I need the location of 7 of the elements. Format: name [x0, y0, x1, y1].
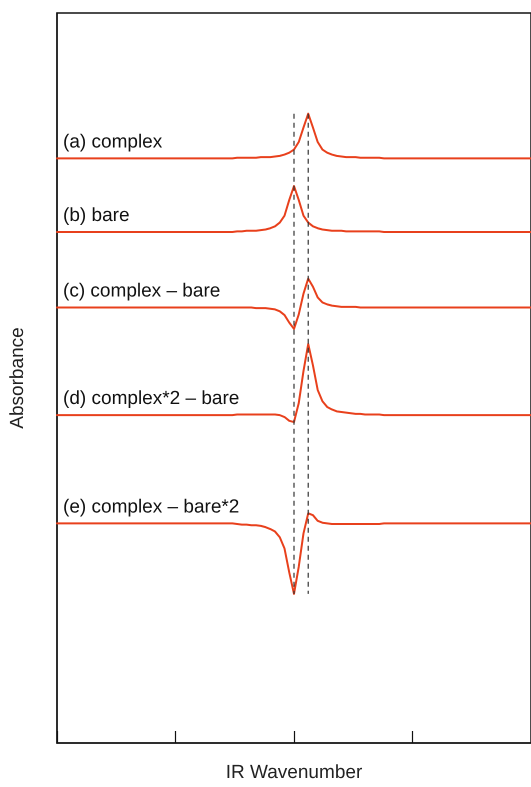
x-axis-title: IR Wavenumber — [226, 762, 363, 783]
series-label: (b) bare — [63, 205, 130, 226]
series-label: (e) complex – bare*2 — [63, 496, 240, 518]
y-axis-title: Absorbance — [7, 327, 28, 429]
series-label: (a) complex — [63, 131, 163, 152]
series-label: (d) complex*2 – bare — [63, 388, 240, 410]
series-label: (c) complex – bare — [63, 280, 220, 302]
